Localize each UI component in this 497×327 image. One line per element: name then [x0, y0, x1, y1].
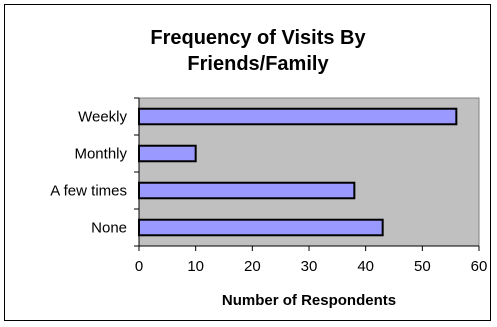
- category-label-monthly: Monthly: [74, 146, 127, 163]
- bars-group: [138, 107, 458, 237]
- bar-none: [138, 218, 384, 237]
- x-axis-label: Number of Respondents: [222, 292, 396, 309]
- x-tick-label: 60: [471, 258, 488, 275]
- x-tick-label: 20: [244, 258, 261, 275]
- bar-monthly: [138, 144, 197, 163]
- category-label-a-few-times: A few times: [50, 183, 127, 200]
- chart-title-line-2: Friends/Family: [187, 53, 329, 75]
- x-tick-label: 50: [414, 258, 431, 275]
- chart-title-line-1: Frequency of Visits By: [150, 27, 366, 49]
- category-label-weekly: Weekly: [78, 109, 127, 126]
- bar-a-few-times: [138, 181, 356, 200]
- bar-weekly: [138, 107, 458, 126]
- x-tick-label: 30: [301, 258, 318, 275]
- chart-frame: Frequency of Visits By Friends/Family We…: [4, 4, 491, 321]
- category-labels: Weekly Monthly A few times None: [50, 109, 127, 237]
- x-tick-label: 10: [187, 258, 204, 275]
- x-tick-label: 0: [135, 258, 143, 275]
- x-tick-labels: 0 10 20 30 40 50 60: [135, 258, 488, 275]
- category-label-none: None: [91, 220, 127, 237]
- x-tick-label: 40: [357, 258, 374, 275]
- bar-chart: Frequency of Visits By Friends/Family We…: [50, 27, 488, 309]
- axes-group: [134, 97, 480, 251]
